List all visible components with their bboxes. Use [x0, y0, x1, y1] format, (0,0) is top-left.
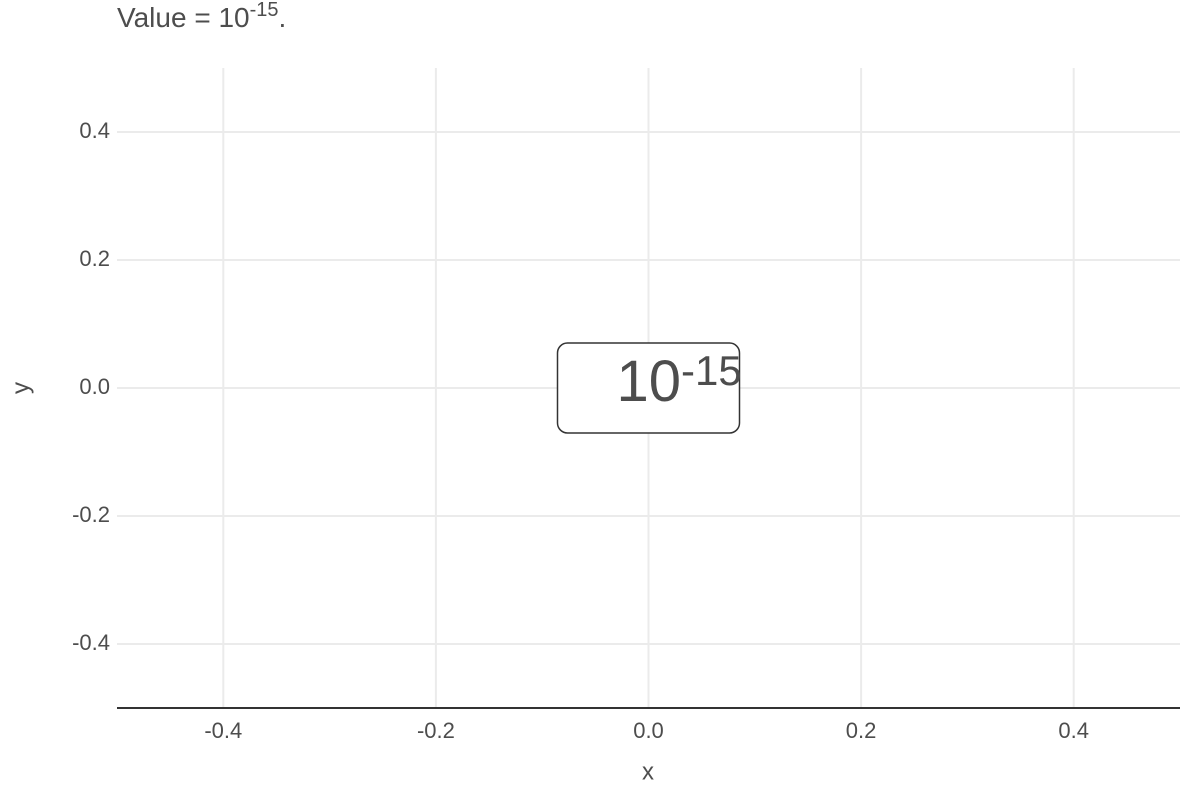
point-label: 10-15 — [556, 342, 742, 434]
x-tick-label: 0.0 — [633, 718, 664, 743]
label-base: 10 — [617, 349, 682, 414]
x-tick-label: -0.4 — [204, 718, 242, 743]
title-text: Value = 10 — [117, 2, 250, 33]
y-tick-label: -0.2 — [72, 502, 110, 527]
y-tick-label: 0.0 — [79, 374, 110, 399]
label-text: 10-15 — [617, 347, 742, 414]
x-axis-title: x — [642, 758, 654, 785]
y-axis-title: y — [7, 382, 34, 394]
x-tick-label: 0.2 — [846, 718, 877, 743]
x-tick-label: 0.4 — [1058, 718, 1089, 743]
label-box — [556, 342, 741, 434]
y-tick-label: 0.4 — [79, 118, 110, 143]
x-tick-label: -0.2 — [417, 718, 455, 743]
title-end: . — [279, 2, 287, 33]
title-exponent: -15 — [250, 0, 279, 21]
chart-title: Value = 10-15. — [117, 0, 286, 33]
y-tick-label: 0.2 — [79, 246, 110, 271]
y-tick-label: -0.4 — [72, 630, 110, 655]
label-exponent: -15 — [681, 347, 742, 394]
